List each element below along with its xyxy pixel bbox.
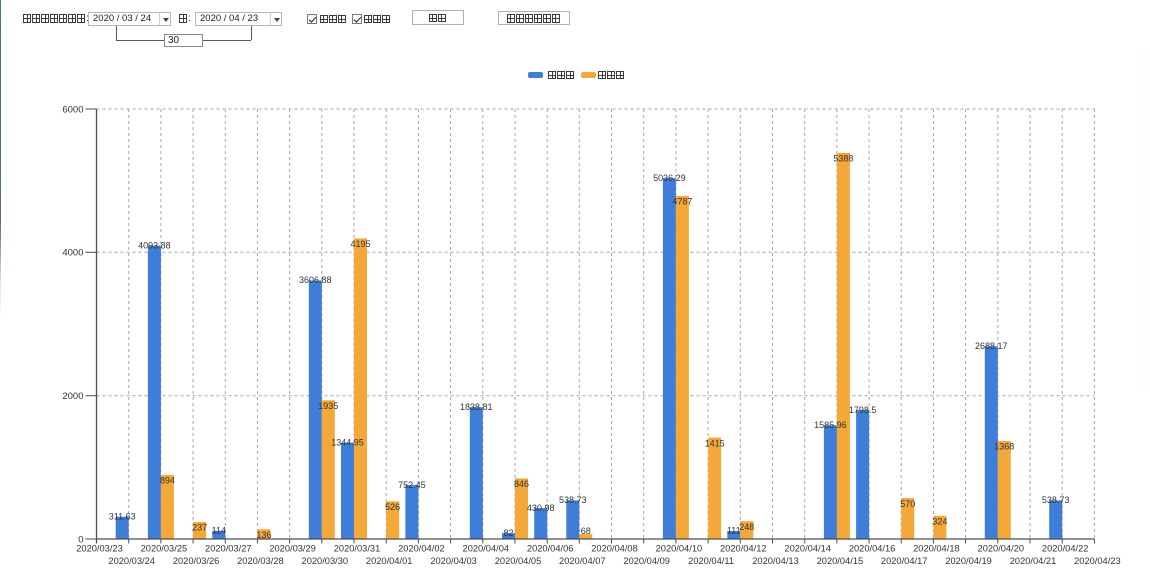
svg-text:1585.96: 1585.96 [814, 420, 847, 430]
svg-text:430.98: 430.98 [527, 503, 555, 513]
svg-text:2020/04/22: 2020/04/22 [1042, 544, 1089, 554]
svg-text:2020/03/30: 2020/03/30 [302, 556, 349, 566]
svg-text:2020/04/11: 2020/04/11 [688, 556, 734, 566]
svg-text:2020/04/02: 2020/04/02 [398, 544, 445, 554]
svg-text:324: 324 [932, 517, 947, 527]
svg-text:570: 570 [900, 499, 915, 509]
svg-text:2020/04/20: 2020/04/20 [978, 544, 1025, 554]
svg-text:2020/04/06: 2020/04/06 [527, 544, 574, 554]
svg-text:111: 111 [727, 526, 741, 536]
svg-text:752.45: 752.45 [398, 480, 426, 490]
svg-text:2020/03/26: 2020/03/26 [173, 556, 220, 566]
svg-text:237: 237 [192, 523, 207, 533]
svg-text:0: 0 [78, 534, 83, 545]
svg-text:2020/03/28: 2020/03/28 [237, 556, 284, 566]
svg-text:3606.88: 3606.88 [299, 275, 332, 285]
svg-text:136: 136 [256, 530, 271, 540]
svg-text:4787: 4787 [672, 197, 692, 207]
svg-text:68: 68 [581, 526, 591, 536]
svg-text:82: 82 [503, 528, 513, 538]
svg-text:2020/04/23: 2020/04/23 [1074, 556, 1121, 566]
svg-text:2020/04/19: 2020/04/19 [945, 556, 992, 566]
svg-text:1344.95: 1344.95 [331, 437, 364, 447]
svg-text:538.73: 538.73 [1042, 495, 1070, 505]
svg-text:2020/04/16: 2020/04/16 [849, 544, 896, 554]
svg-text:538.73: 538.73 [559, 495, 587, 505]
svg-text:2020/04/18: 2020/04/18 [913, 544, 960, 554]
svg-text:311.63: 311.63 [109, 511, 136, 521]
svg-text:6000: 6000 [62, 104, 83, 115]
svg-text:2020/04/10: 2020/04/10 [656, 544, 703, 554]
svg-text:2020/03/27: 2020/03/27 [205, 544, 252, 554]
svg-text:2020/03/31: 2020/03/31 [334, 544, 381, 554]
svg-text:526: 526 [385, 502, 400, 512]
svg-text:2020/04/01: 2020/04/01 [366, 556, 413, 566]
svg-text:2020/04/14: 2020/04/14 [784, 544, 831, 554]
svg-text:4195: 4195 [350, 239, 370, 249]
svg-text:4093.88: 4093.88 [138, 240, 171, 250]
svg-text:2020/04/12: 2020/04/12 [720, 544, 767, 554]
svg-text:846: 846 [514, 479, 529, 489]
svg-text:2020/04/07: 2020/04/07 [559, 556, 606, 566]
svg-text:1838.81: 1838.81 [460, 402, 493, 412]
svg-text:2020/04/08: 2020/04/08 [591, 544, 638, 554]
svg-text:2020/04/05: 2020/04/05 [495, 556, 542, 566]
svg-text:2020/04/03: 2020/04/03 [430, 556, 477, 566]
svg-text:2020/03/25: 2020/03/25 [141, 544, 188, 554]
svg-text:2688.17: 2688.17 [975, 341, 1008, 351]
svg-text:2020/03/29: 2020/03/29 [269, 544, 316, 554]
svg-text:2020/03/23: 2020/03/23 [76, 544, 123, 554]
svg-text:5036.29: 5036.29 [653, 173, 686, 183]
svg-text:2000: 2000 [62, 391, 83, 402]
svg-text:2020/04/09: 2020/04/09 [623, 556, 670, 566]
svg-text:2020/04/13: 2020/04/13 [752, 556, 799, 566]
svg-text:2020/04/04: 2020/04/04 [463, 544, 510, 554]
svg-text:1368: 1368 [994, 442, 1014, 452]
svg-text:894: 894 [160, 476, 175, 486]
svg-text:114: 114 [212, 526, 226, 536]
svg-text:248: 248 [739, 522, 754, 532]
svg-text:2020/04/21: 2020/04/21 [1010, 556, 1057, 566]
svg-text:2020/04/15: 2020/04/15 [817, 556, 864, 566]
svg-text:2020/03/24: 2020/03/24 [108, 556, 155, 566]
svg-text:1798.5: 1798.5 [849, 405, 877, 415]
svg-text:5388: 5388 [833, 154, 853, 164]
svg-text:4000: 4000 [62, 248, 83, 259]
svg-text:1415: 1415 [705, 438, 725, 448]
svg-text:1935: 1935 [318, 401, 338, 411]
svg-text:2020/04/17: 2020/04/17 [881, 556, 928, 566]
